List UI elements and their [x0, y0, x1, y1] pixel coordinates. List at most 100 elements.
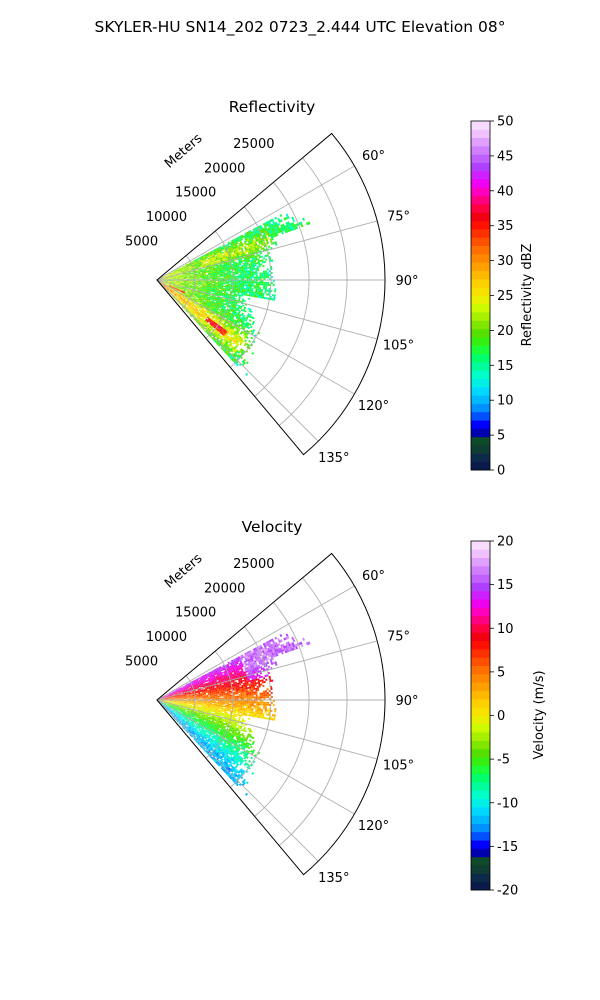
radar-gate [185, 290, 188, 293]
radar-gate [179, 269, 182, 271]
radar-gate [182, 271, 185, 273]
radar-gate [196, 260, 199, 263]
radar-gate [211, 252, 214, 255]
radar-gate [176, 272, 179, 274]
radar-gate [246, 273, 249, 276]
radar-gate [178, 270, 181, 272]
radar-gate [238, 246, 241, 249]
radar-gate [234, 254, 237, 257]
radar-gate [213, 252, 216, 255]
radar-gate [195, 262, 198, 265]
colorbar-segment [471, 145, 490, 155]
radar-gate [263, 270, 265, 273]
radar-gate [214, 259, 217, 262]
radar-gate [248, 246, 251, 249]
radar-gate [180, 270, 182, 272]
radar-gate [200, 280, 203, 282]
radar-gate [299, 221, 303, 225]
radar-gate [207, 257, 210, 260]
radar-gate [259, 288, 262, 291]
radar-gate [255, 271, 258, 274]
radar-gate [228, 247, 231, 250]
radar-gate [210, 258, 213, 261]
colorbar-tick-label: 0 [497, 464, 505, 479]
radar-gate [206, 281, 209, 283]
radar-gate [210, 278, 213, 280]
range-tick-label: 10000 [146, 210, 187, 225]
colorbar-segment [471, 386, 490, 396]
radar-gate [171, 274, 174, 276]
radar-gate [239, 244, 242, 247]
radar-gate [208, 259, 211, 262]
radar-gate [269, 238, 272, 241]
radar-gate [251, 266, 254, 269]
radar-gate [263, 260, 266, 264]
radar-gate [230, 254, 233, 256]
radar-gate [220, 248, 223, 251]
radar-gate [255, 243, 258, 246]
radar-gate [179, 267, 181, 270]
radar-gate [227, 256, 230, 259]
radar-gate [211, 272, 214, 274]
radar-gate [209, 262, 212, 264]
radar-gate [185, 282, 188, 283]
radar-gate [235, 267, 238, 269]
radar-gate [223, 256, 226, 259]
colorbar-segment [471, 436, 490, 446]
radar-gate [258, 240, 261, 243]
radar-gate [182, 271, 185, 273]
radar-gate [179, 270, 182, 272]
radar-gate [234, 273, 237, 275]
radar-gate [187, 280, 190, 282]
radar-gate [238, 275, 241, 278]
radar-gate [263, 274, 266, 277]
radar-gate [190, 267, 193, 269]
radar-gate [188, 265, 191, 267]
radar-gate [235, 244, 238, 247]
radar-gate [268, 227, 272, 230]
radar-gate [267, 220, 271, 224]
radar-gate [234, 288, 237, 290]
radar-gate [162, 277, 164, 278]
radar-gate [236, 284, 239, 286]
radar-gate [262, 230, 265, 233]
radar-gate [174, 272, 177, 274]
radar-gate [215, 247, 218, 250]
radar-gate [207, 263, 210, 265]
radar-gate [183, 270, 186, 272]
radar-gate [256, 265, 259, 268]
radar-gate [248, 263, 251, 266]
colorbar-tick-label: 5 [497, 429, 505, 444]
radar-gate [179, 268, 182, 270]
radar-gate [254, 241, 257, 245]
radar-gate [189, 267, 192, 269]
radar-gate [167, 275, 170, 277]
radar-gate [222, 288, 225, 290]
radar-gate [204, 255, 207, 257]
radar-gate [279, 634, 283, 637]
radar-gate [198, 285, 201, 287]
radar-gate [187, 268, 190, 270]
radar-gate [253, 240, 257, 243]
radar-gate [219, 282, 222, 284]
radar-gate [274, 290, 277, 293]
radar-gate [172, 272, 175, 274]
radar-gate [275, 233, 279, 237]
radar-gate [260, 255, 263, 258]
radar-gate [240, 282, 243, 285]
radar-gate [202, 260, 205, 262]
radar-gate [220, 252, 223, 255]
radar-gate [191, 281, 194, 282]
radar-gate [198, 277, 201, 279]
radar-gate [241, 288, 244, 291]
radar-gate [270, 242, 274, 245]
radar-gate [280, 219, 283, 223]
radar-gate [204, 254, 207, 256]
radar-gate [185, 281, 188, 283]
radar-gate [246, 283, 249, 285]
radar-gate [207, 253, 210, 255]
radar-gate [236, 272, 239, 275]
radar-gate [184, 266, 187, 269]
radar-gate [233, 250, 236, 253]
radar-gate [180, 686, 183, 688]
